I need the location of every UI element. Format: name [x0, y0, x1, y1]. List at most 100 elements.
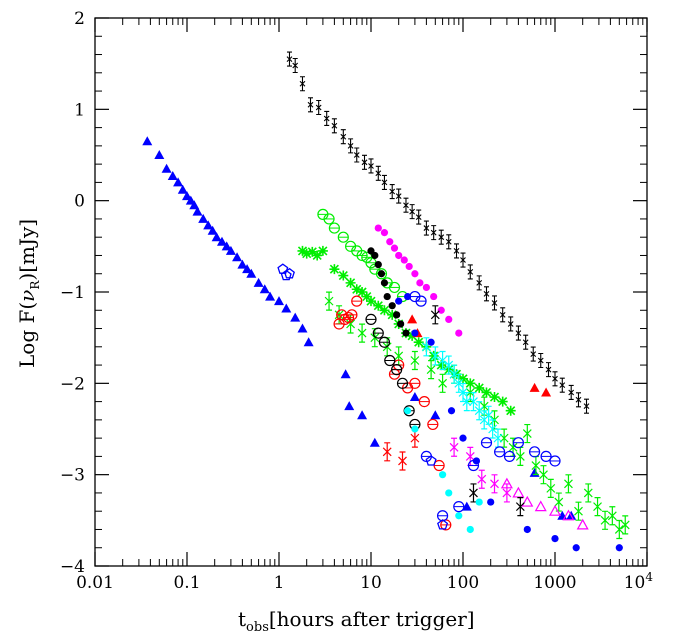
data-point: [154, 150, 165, 159]
data-point: [274, 296, 284, 306]
data-point: [479, 396, 489, 416]
data-point: [329, 264, 340, 275]
data-point: [430, 346, 440, 366]
data-point: [411, 270, 419, 278]
data-point: [477, 469, 487, 489]
data-point: [411, 329, 419, 337]
data-series: [430, 305, 525, 517]
data-point: [340, 369, 351, 379]
data-point: [426, 360, 436, 380]
data-point: [413, 337, 424, 348]
data-point: [386, 238, 394, 246]
data-point: [493, 428, 503, 448]
data-point: [286, 51, 293, 67]
data-point: [421, 337, 431, 357]
x-axis-title-rest: [hours after trigger]: [269, 607, 475, 631]
y-axis-title-nu: ν: [15, 290, 39, 302]
data-point: [444, 355, 454, 375]
data-point: [410, 428, 420, 448]
data-point: [290, 312, 301, 322]
data-point: [620, 515, 630, 535]
data-series: [404, 407, 483, 534]
data-point: [459, 434, 467, 442]
data-point: [323, 110, 330, 127]
data-point: [409, 204, 416, 220]
data-point: [203, 220, 214, 230]
data-point: [303, 337, 314, 347]
data-point: [237, 259, 248, 269]
plot-frame: [94, 17, 648, 567]
data-series: [421, 337, 503, 448]
data-series: [142, 136, 577, 520]
data-point: [312, 250, 323, 261]
data-point: [315, 99, 322, 116]
data-point: [530, 346, 537, 362]
data-point: [614, 519, 624, 540]
data-point: [475, 498, 483, 506]
data-point: [340, 129, 347, 145]
data-point: [465, 446, 475, 466]
data-point: [211, 232, 222, 242]
data-point: [505, 405, 516, 416]
data-point: [489, 392, 500, 403]
data-point: [430, 410, 441, 420]
data-point: [529, 382, 540, 392]
data-point: [410, 350, 420, 371]
data-point: [539, 465, 548, 485]
data-point: [361, 291, 372, 302]
data-point: [382, 442, 392, 462]
data-point: [454, 373, 464, 393]
data-point: [381, 174, 388, 190]
data-point: [345, 277, 356, 288]
data-point: [455, 329, 463, 337]
data-point: [368, 158, 374, 174]
data-series: [449, 437, 512, 503]
data-point: [502, 483, 512, 503]
data-series: [286, 51, 590, 414]
data-point: [460, 252, 466, 268]
data-point: [615, 544, 623, 552]
data-point: [389, 183, 396, 200]
data-point: [265, 291, 276, 301]
data-point: [357, 287, 368, 297]
data-point: [607, 506, 617, 526]
y-tick-label: 0: [74, 192, 85, 212]
data-point: [484, 405, 494, 425]
data-point: [374, 261, 382, 269]
data-point: [423, 220, 430, 236]
data-point: [405, 262, 413, 271]
data-point: [546, 478, 556, 498]
data-point: [554, 492, 564, 512]
x-tick-label: 1000: [533, 573, 576, 593]
data-point: [301, 248, 312, 259]
data-point: [331, 118, 338, 134]
data-point: [466, 525, 474, 534]
data-point: [574, 501, 583, 521]
data-point: [415, 209, 422, 225]
data-point: [292, 57, 299, 74]
data-point: [353, 147, 360, 163]
data-point: [593, 497, 602, 517]
data-point: [280, 269, 292, 281]
data-point: [430, 305, 440, 325]
data-point: [324, 291, 334, 311]
data-point: [497, 396, 508, 407]
data-point: [534, 500, 547, 512]
data-point: [344, 401, 355, 411]
data-point: [370, 328, 380, 348]
data-point: [390, 244, 399, 252]
data-point: [351, 284, 362, 295]
data-point: [346, 314, 356, 334]
data-series: [382, 428, 420, 471]
data-point: [568, 384, 575, 401]
data-point: [572, 544, 580, 552]
y-axis-title-pre: Log F(: [15, 302, 39, 368]
data-point: [507, 316, 514, 332]
data-point: [445, 315, 453, 323]
data-point: [465, 382, 475, 403]
data-point: [307, 97, 314, 113]
data-point: [395, 251, 403, 260]
y-tick-label: 1: [74, 100, 85, 120]
data-point: [357, 410, 368, 420]
